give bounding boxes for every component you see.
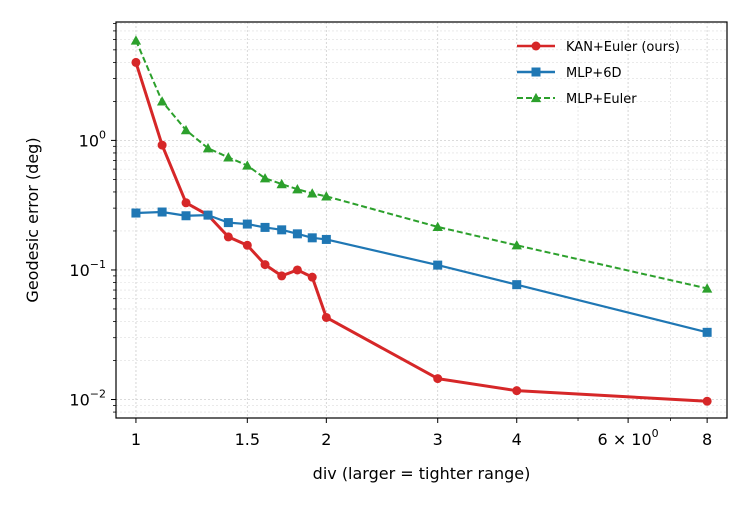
y-tick-exponent: −1 xyxy=(90,258,106,271)
x-tick-label: 1.5 xyxy=(235,430,260,449)
data-point xyxy=(701,283,713,293)
legend-swatch-marker xyxy=(530,92,542,103)
x-tick-label: 4 xyxy=(512,430,522,449)
data-point xyxy=(307,188,318,198)
legend-label: MLP+Euler xyxy=(566,92,637,107)
data-point xyxy=(277,225,287,235)
data-point xyxy=(511,240,522,250)
data-point xyxy=(181,211,191,221)
x-tick-label: 6 × 100 xyxy=(598,427,659,449)
data-point xyxy=(180,124,192,135)
data-point xyxy=(321,234,331,244)
data-point xyxy=(702,396,712,406)
legend-item: MLP+Euler xyxy=(517,92,637,107)
data-point xyxy=(292,229,302,239)
data-point xyxy=(156,96,168,106)
data-point xyxy=(512,280,522,290)
data-point xyxy=(259,173,271,183)
x-tick-label: 8 xyxy=(702,430,712,449)
x-tick-label: 1 xyxy=(131,430,141,449)
x-tick-label: 2 xyxy=(321,430,331,449)
legend-label: MLP+6D xyxy=(566,66,621,81)
y-tick-base: 10 xyxy=(79,131,99,150)
legend-label: KAN+Euler (ours) xyxy=(566,40,680,55)
series-layer xyxy=(130,35,713,406)
data-point xyxy=(202,143,214,153)
data-point xyxy=(131,57,141,67)
data-point xyxy=(307,272,317,282)
data-point xyxy=(242,240,252,250)
series-3 xyxy=(130,35,713,293)
data-point xyxy=(433,374,443,384)
data-point xyxy=(157,140,167,150)
y-tick-label: 10−2 xyxy=(69,388,106,410)
series-2 xyxy=(131,207,712,337)
data-point xyxy=(432,221,443,232)
data-point xyxy=(223,218,233,228)
data-point xyxy=(203,210,213,220)
legend-item: MLP+6D xyxy=(517,66,621,81)
data-point xyxy=(130,35,142,45)
data-point xyxy=(433,260,443,270)
data-point xyxy=(321,191,332,201)
data-point xyxy=(307,233,317,243)
x-tick-label: 3 xyxy=(433,430,443,449)
x-axis-label: div (larger = tighter range) xyxy=(313,464,531,483)
data-point xyxy=(321,312,331,322)
y-tick-base: 10 xyxy=(69,261,89,280)
data-point xyxy=(181,198,191,208)
data-point xyxy=(702,327,712,337)
y-tick-exponent: 0 xyxy=(99,128,106,141)
data-point xyxy=(242,160,253,170)
plot-frame xyxy=(115,21,728,419)
data-point xyxy=(276,178,287,189)
data-point xyxy=(157,207,167,217)
legend-swatch-marker xyxy=(531,67,541,77)
data-point xyxy=(260,222,270,232)
series-1 xyxy=(131,57,712,406)
data-point xyxy=(223,232,233,242)
y-tick-exponent: −2 xyxy=(90,388,106,401)
legend-swatch-marker xyxy=(531,41,541,51)
y-tick-base: 10 xyxy=(69,391,89,410)
data-point xyxy=(131,208,141,218)
legend-item: KAN+Euler (ours) xyxy=(517,40,680,55)
data-point xyxy=(242,219,252,229)
x-tick-exponent: 0 xyxy=(652,427,659,440)
data-point xyxy=(277,271,287,281)
legend: KAN+Euler (ours) MLP+6D MLP+Euler xyxy=(517,40,680,107)
data-point xyxy=(292,184,303,194)
y-tick-label: 100 xyxy=(79,128,106,150)
data-point xyxy=(512,386,522,396)
data-point xyxy=(260,260,270,270)
data-point xyxy=(223,152,234,162)
y-axis-label: Geodesic error (deg) xyxy=(23,137,42,302)
y-tick-label: 10−1 xyxy=(69,258,106,280)
data-point xyxy=(292,265,302,275)
